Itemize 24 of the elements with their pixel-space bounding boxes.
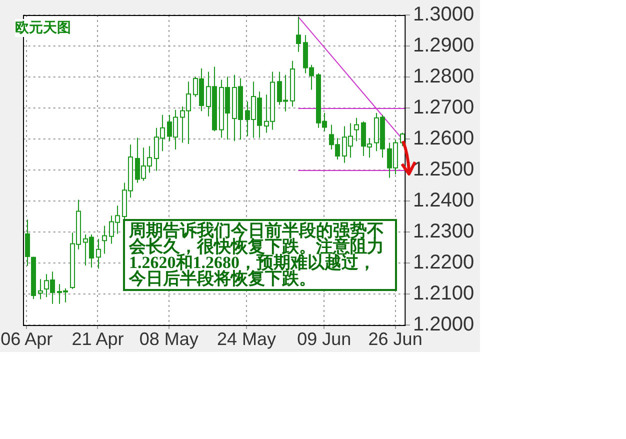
y-tick-label: 1.2500 [413,158,474,181]
x-tick-label: 24 May [217,328,276,349]
y-tick-label: 1.2300 [413,220,474,243]
chart-title: 欧元天图 [15,19,71,37]
candlestick [102,225,107,254]
y-tick-label: 1.2000 [413,314,474,336]
y-tick-label: 1.2600 [413,128,474,150]
candlestick [354,117,359,142]
y-tick-label: 1.2100 [413,282,474,305]
annotation: 周期告诉我们今日前半段的强势不会长久，很快恢复下跌。注意阻力1.2620和1.2680，预期难以越过，今日后半段将恢复下跌。 [123,219,397,291]
y-tick-label: 1.2400 [413,190,474,212]
y-tick-label: 1.2800 [413,66,474,88]
x-tick-label: 21 Apr [72,328,124,349]
x-tick-label: 08 May [139,328,198,349]
candlestick [96,238,101,270]
y-tick-label: 1.2200 [413,252,474,274]
y-tick-label: 1.3000 [413,4,474,26]
candlestick [296,16,301,52]
candlestick [38,278,43,300]
y-tick-label: 1.2900 [413,34,474,57]
x-tick-label: 06 Apr [0,328,53,349]
y-tick-label: 1.2700 [413,96,474,119]
candlestick [25,219,30,266]
x-tick-label: 09 Jun [297,328,352,349]
